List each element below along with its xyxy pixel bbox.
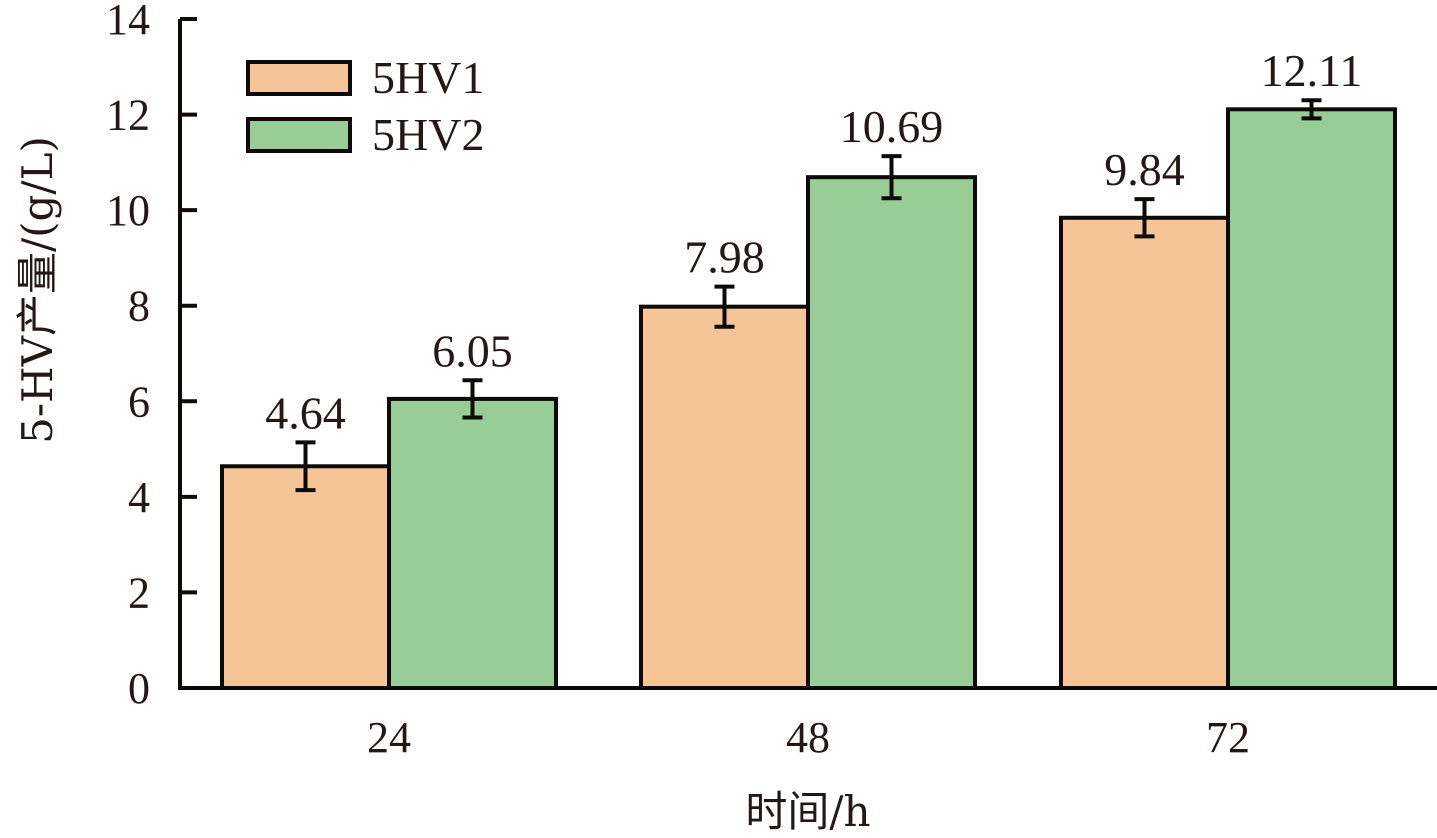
bar-5hv1-24: [220, 464, 391, 690]
data-label-5hv2-48: 10.69: [840, 101, 944, 152]
legend-label-5hv1: 5HV1: [372, 52, 484, 103]
bar-5hv2-72: [1226, 107, 1397, 690]
bar-5hv2-24: [387, 396, 558, 690]
data-label-5hv2-72: 12.11: [1261, 45, 1363, 96]
bars-layer: [220, 98, 1397, 690]
x-axis-title: 时间/h: [745, 787, 870, 836]
legend: 5HV1 5HV2: [246, 52, 484, 160]
legend-swatch-5hv1: [246, 60, 352, 96]
data-label-5hv1-72: 9.84: [1104, 144, 1185, 195]
data-label-5hv1-48: 7.98: [684, 232, 765, 283]
y-tick-label-10: 10: [106, 186, 150, 235]
y-tick-label-4: 4: [128, 473, 150, 522]
error-bar-5hv2-72: [1301, 98, 1322, 121]
legend-label-5hv2: 5HV2: [372, 109, 484, 160]
bar-5hv1-48: [639, 304, 810, 690]
x-tick-label-48: 48: [786, 713, 830, 762]
data-label-5hv1-24: 4.64: [265, 387, 346, 438]
y-tick-label-14: 14: [106, 0, 150, 44]
y-axis-title: 5-HV产量/(g/L): [13, 136, 62, 444]
bar-5hv1-72: [1059, 215, 1230, 690]
error-bar-5hv2-48: [881, 154, 902, 201]
x-tick-label-24: 24: [367, 713, 411, 762]
bar-5hv2-48: [806, 175, 977, 690]
error-bar-5hv1-48: [714, 284, 735, 329]
legend-swatch-5hv2: [246, 117, 352, 153]
error-bar-5hv1-72: [1134, 197, 1155, 239]
y-tick-label-8: 8: [128, 282, 150, 331]
y-tick-label-2: 2: [128, 568, 150, 617]
error-bar-5hv1-24: [295, 440, 316, 493]
data-labels: 4.64 6.05 7.98 10.69 9.84 12.11: [265, 45, 1362, 438]
error-bar-5hv2-24: [462, 378, 483, 420]
y-tick-label-0: 0: [128, 664, 150, 713]
x-tick-label-72: 72: [1206, 713, 1250, 762]
data-label-5hv2-24: 6.05: [432, 325, 513, 376]
y-tick-label-12: 12: [106, 91, 150, 140]
y-tick-label-6: 6: [128, 377, 150, 426]
